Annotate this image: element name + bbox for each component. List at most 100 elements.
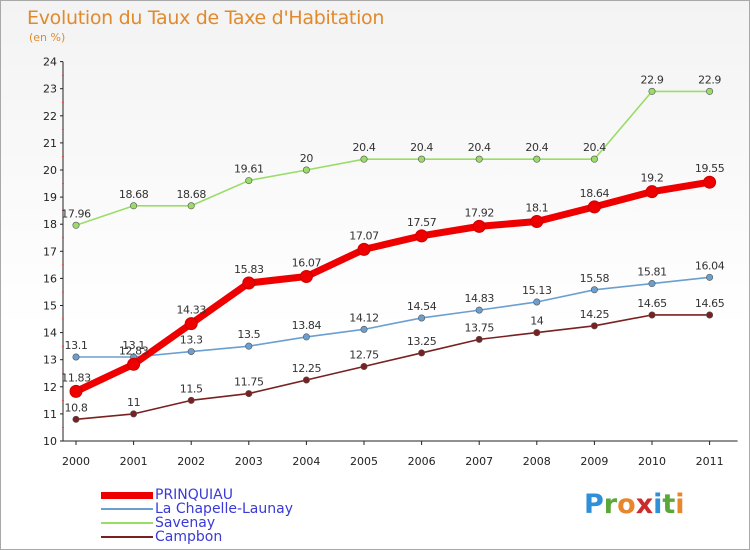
data-point-prinquiau <box>587 200 601 214</box>
data-point-campbon <box>590 322 598 330</box>
y-tick-label: 23 <box>43 83 57 96</box>
data-label-prinquiau: 11.83 <box>61 371 91 384</box>
series-line-prinquiau <box>72 178 714 395</box>
x-tick-label: 2000 <box>62 455 90 468</box>
data-point-savenay <box>130 202 138 210</box>
x-tick-label: 2010 <box>638 455 666 468</box>
data-label-campbon: 10.8 <box>65 401 88 414</box>
y-minor-dot <box>62 372 64 375</box>
data-point-campbon <box>706 311 714 319</box>
data-label-savenay: 18.68 <box>119 188 149 201</box>
y-minor-dot <box>62 209 64 212</box>
data-label-savenay: 20.4 <box>525 141 548 154</box>
data-point-campbon <box>648 311 656 319</box>
series-layer <box>69 87 717 423</box>
data-point-la-chapelle-launay <box>72 353 80 361</box>
data-label-la-chapelle-launay: 13.3 <box>180 334 203 347</box>
legend-label-savenay: Savenay <box>155 515 216 531</box>
data-label-campbon: 12.25 <box>292 362 322 375</box>
y-tick-label: 10 <box>43 435 57 448</box>
x-tick-label: 2003 <box>235 455 263 468</box>
data-label-savenay: 17.96 <box>61 207 91 220</box>
data-point-campbon <box>245 390 253 398</box>
data-point-campbon <box>302 376 310 384</box>
legend-label-campbon: Campbon <box>155 529 223 545</box>
data-point-campbon <box>418 349 426 357</box>
data-point-la-chapelle-launay <box>360 325 368 333</box>
x-tick-label: 2008 <box>523 455 551 468</box>
y-minor-dot <box>62 182 64 185</box>
logo-letter: i <box>653 489 663 520</box>
data-point-la-chapelle-launay <box>418 314 426 322</box>
y-tick-label: 13 <box>43 354 57 367</box>
data-label-campbon: 11 <box>127 396 140 409</box>
series-line-la-chapelle-launay <box>75 276 711 358</box>
data-label-campbon: 14.25 <box>580 308 610 321</box>
data-point-prinquiau <box>645 185 659 199</box>
data-point-savenay <box>590 155 598 163</box>
data-label-la-chapelle-launay: 15.81 <box>637 266 667 279</box>
data-point-savenay <box>706 87 714 95</box>
data-label-prinquiau: 19.2 <box>641 172 664 185</box>
y-tick-label: 24 <box>43 56 57 69</box>
data-label-savenay: 22.9 <box>698 73 721 86</box>
y-tick-label: 14 <box>43 327 57 340</box>
data-point-prinquiau <box>127 357 141 371</box>
legend-item-savenay: Savenay <box>101 515 215 531</box>
data-label-prinquiau: 18.1 <box>525 201 548 214</box>
data-label-prinquiau: 15.83 <box>234 263 264 276</box>
legend-swatch-savenay <box>101 522 153 524</box>
data-label-prinquiau: 17.57 <box>407 216 437 229</box>
data-point-la-chapelle-launay <box>533 298 541 306</box>
data-label-la-chapelle-launay: 15.13 <box>522 284 552 297</box>
logo-letter: i <box>675 489 685 520</box>
data-label-la-chapelle-launay: 14.83 <box>464 292 494 305</box>
data-point-la-chapelle-launay <box>648 280 656 288</box>
data-label-savenay: 20.4 <box>468 141 491 154</box>
axes: 10 11 12 13 14 15 16 17 18 19 20 21 22 23 24 2000 2001 20… <box>43 56 738 468</box>
y-minor-dot <box>62 291 64 293</box>
data-point-campbon <box>130 410 138 418</box>
x-tick-label: 2007 <box>465 455 493 468</box>
data-label-campbon: 13.75 <box>464 321 494 334</box>
data-point-la-chapelle-launay <box>475 306 483 314</box>
x-tick-label: 2006 <box>408 455 436 468</box>
y-tick-label: 19 <box>43 191 57 204</box>
logo-letter: t <box>662 489 676 520</box>
data-point-la-chapelle-launay <box>187 348 195 356</box>
data-point-prinquiau <box>184 317 198 331</box>
y-minor-dot <box>62 74 64 77</box>
data-point-savenay <box>187 202 195 210</box>
logo-letter: r <box>603 489 618 520</box>
data-label-la-chapelle-launay: 14.12 <box>349 311 379 324</box>
data-label-savenay: 20.4 <box>410 141 433 154</box>
data-label-campbon: 14 <box>530 315 544 328</box>
data-label-la-chapelle-launay: 13.84 <box>292 319 322 332</box>
y-tick-label: 12 <box>43 381 57 394</box>
data-point-la-chapelle-launay <box>706 273 714 281</box>
data-point-prinquiau <box>242 276 256 290</box>
data-label-campbon: 13.25 <box>407 335 437 348</box>
y-tick-label: 16 <box>43 272 57 285</box>
data-label-la-chapelle-launay: 16.04 <box>695 259 725 272</box>
data-label-la-chapelle-launay: 13.1 <box>65 339 88 352</box>
data-label-campbon: 11.75 <box>234 376 264 389</box>
data-label-prinquiau: 14.33 <box>176 304 206 317</box>
y-minor-dot <box>62 318 64 320</box>
y-minor-dot <box>62 345 64 348</box>
data-label-la-chapelle-launay: 14.54 <box>407 300 437 313</box>
data-label-la-chapelle-launay: 13.5 <box>237 328 260 341</box>
logo-letter: x <box>635 489 654 520</box>
data-point-prinquiau <box>530 214 544 228</box>
chart-unit-label: (en %) <box>29 31 66 44</box>
y-tick-label: 15 <box>43 300 57 313</box>
data-labels-layer: 11.83 12.83 14.33 15.83 16.07 17.07 17.57 17.92… <box>61 73 725 414</box>
series-line-savenay <box>75 90 711 227</box>
legend-label-la-chapelle-launay: La Chapelle-Launay <box>155 501 293 517</box>
data-point-savenay <box>648 87 656 95</box>
data-point-la-chapelle-launay <box>302 333 310 341</box>
y-tick-label: 22 <box>43 110 57 123</box>
x-tick-label: 2001 <box>120 455 148 468</box>
